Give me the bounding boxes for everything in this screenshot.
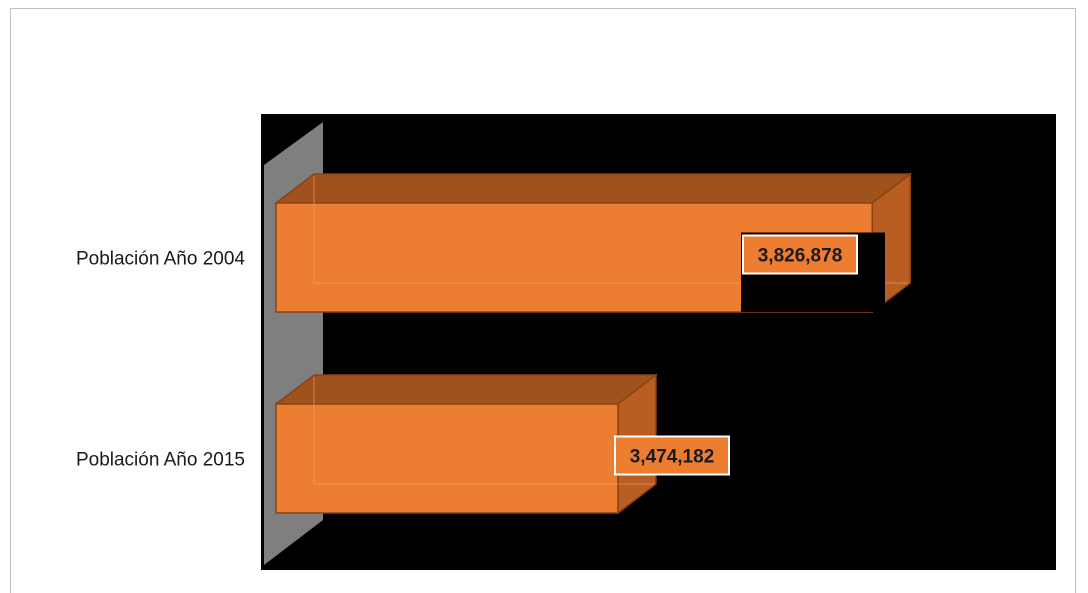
data-label-1: 3,474,182 (630, 447, 715, 468)
data-label-box-1 (614, 435, 730, 476)
chart-frame (10, 8, 1076, 593)
bar-top-1 (273, 374, 659, 405)
bar-top-0 (273, 173, 913, 204)
labels-group: Población Año 2004 3,826,878 Población Año… (76, 232, 885, 476)
bar-1 (275, 403, 619, 514)
data-label-box-0 (742, 234, 858, 275)
category-label-0: Población Año 2004 (76, 249, 245, 270)
category-label-1: Población Año 2015 (76, 450, 245, 471)
data-label-0: 3,826,878 (758, 246, 843, 267)
